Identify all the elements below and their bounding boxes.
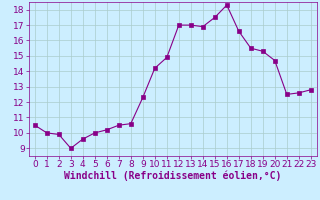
X-axis label: Windchill (Refroidissement éolien,°C): Windchill (Refroidissement éolien,°C) [64, 171, 282, 181]
